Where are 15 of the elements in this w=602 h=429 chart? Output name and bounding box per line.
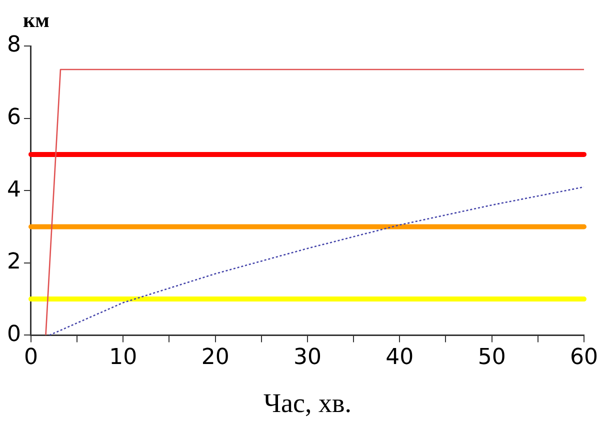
x-tick-label: 60	[570, 345, 598, 370]
y-tick-label: 6	[6, 105, 21, 130]
x-tick-label: 30	[294, 345, 322, 370]
line-series	[48, 186, 584, 336]
x-tick-label: 10	[109, 345, 138, 370]
x-tick-label: 0	[24, 345, 38, 370]
y-tick-label: 2	[6, 250, 21, 275]
x-axis-title: Час, хв.	[263, 388, 352, 418]
x-tick-label: 20	[201, 345, 230, 370]
x-tick-label: 40	[386, 345, 414, 370]
y-tick-label: 4	[6, 177, 21, 202]
x-tick-label: 50	[478, 345, 506, 370]
y-tick-label: 0	[6, 322, 21, 347]
y-tick-label: 8	[6, 32, 21, 58]
y-axis-title: км	[22, 8, 50, 32]
